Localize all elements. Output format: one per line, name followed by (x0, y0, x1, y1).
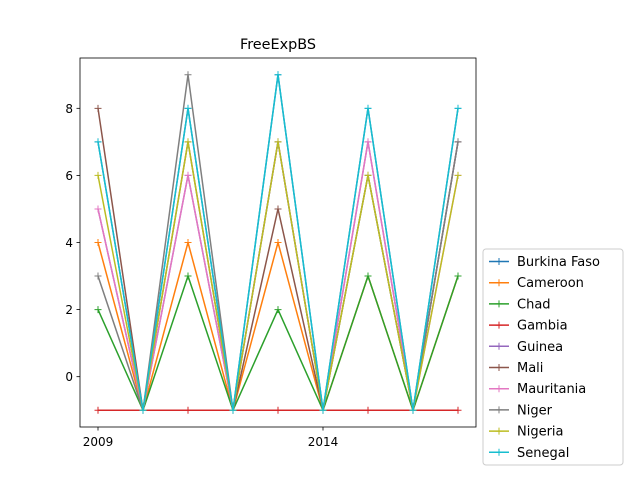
legend-marker (495, 342, 503, 350)
legend-label: Nigeria (517, 425, 564, 440)
legend-label: Niger (517, 403, 553, 418)
data-point (319, 406, 327, 414)
data-point (454, 406, 462, 414)
y-tick-label: 6 (65, 169, 73, 183)
data-point (184, 239, 192, 246)
legend-item[interactable]: Burkina Faso (489, 255, 600, 270)
data-point (409, 406, 417, 414)
legend-item[interactable]: Senegal (489, 446, 569, 461)
y-tick-label: 8 (65, 102, 73, 116)
legend-label: Mali (517, 361, 543, 376)
legend-label: Chad (517, 297, 551, 312)
legend[interactable]: Burkina Faso Cameroon Chad Gambia Guinea Mali… (482, 248, 624, 466)
legend-marker (495, 321, 503, 329)
data-point (454, 272, 462, 280)
legend-item[interactable]: Nigeria (489, 425, 564, 440)
data-point (184, 71, 192, 79)
legend-marker (495, 385, 503, 393)
data-point (364, 104, 372, 112)
y-tick-label: 0 (65, 370, 73, 384)
data-point (94, 272, 102, 280)
legend-item[interactable]: Mali (489, 361, 543, 376)
legend-item[interactable]: Chad (489, 297, 551, 312)
data-point (184, 406, 192, 414)
data-point (94, 239, 102, 246)
legend-label: Guinea (517, 340, 563, 355)
data-point (274, 71, 282, 79)
data-point (94, 171, 102, 179)
data-point (364, 406, 372, 414)
legend-marker (495, 364, 503, 371)
data-point (94, 205, 102, 213)
y-tick-label: 2 (65, 303, 73, 317)
legend-marker (495, 258, 503, 265)
legend-item[interactable]: Cameroon (489, 276, 584, 291)
legend-label: Gambia (517, 319, 568, 334)
legend-label: Burkina Faso (517, 255, 600, 270)
plot-lines (94, 71, 462, 414)
series-line-8 (97, 141, 459, 411)
legend-label: Senegal (517, 446, 569, 461)
data-point (274, 406, 282, 414)
data-point (364, 272, 372, 280)
data-point (139, 406, 147, 414)
data-point (229, 406, 237, 414)
data-point (94, 104, 102, 112)
series-line-6 (97, 141, 459, 411)
data-point (184, 171, 192, 179)
legend-item[interactable]: Guinea (489, 340, 563, 355)
data-point (94, 306, 102, 314)
legend-marker (495, 406, 503, 414)
axes: 0 2 4 6 8 2009 2014 (65, 102, 338, 449)
data-point (184, 104, 192, 112)
legend-marker (495, 427, 503, 435)
data-point (274, 138, 282, 146)
data-point (454, 138, 462, 146)
data-point (454, 104, 462, 112)
data-point (364, 171, 372, 179)
legend-item[interactable]: Gambia (489, 319, 568, 334)
x-tick-label: 2014 (308, 435, 339, 449)
legend-marker (495, 279, 503, 287)
legend-item[interactable]: Niger (489, 403, 553, 418)
data-point (94, 406, 102, 414)
data-point (274, 239, 282, 246)
legend-box (482, 248, 624, 466)
x-tick-label: 2009 (83, 435, 114, 449)
data-point (184, 138, 192, 146)
data-point (364, 138, 372, 146)
legend-label: Cameroon (517, 276, 584, 291)
data-point (184, 272, 192, 280)
legend-marker (495, 448, 503, 456)
legend-item[interactable]: Mauritania (489, 382, 586, 397)
y-tick-label: 4 (65, 236, 73, 250)
legend-marker (495, 300, 503, 308)
data-point (274, 306, 282, 314)
data-point (94, 138, 102, 146)
legend-label: Mauritania (517, 382, 586, 397)
series-line-4 (97, 141, 459, 411)
data-point (454, 171, 462, 179)
data-point (274, 205, 282, 213)
chart-title: FreeExpBS (240, 37, 316, 53)
